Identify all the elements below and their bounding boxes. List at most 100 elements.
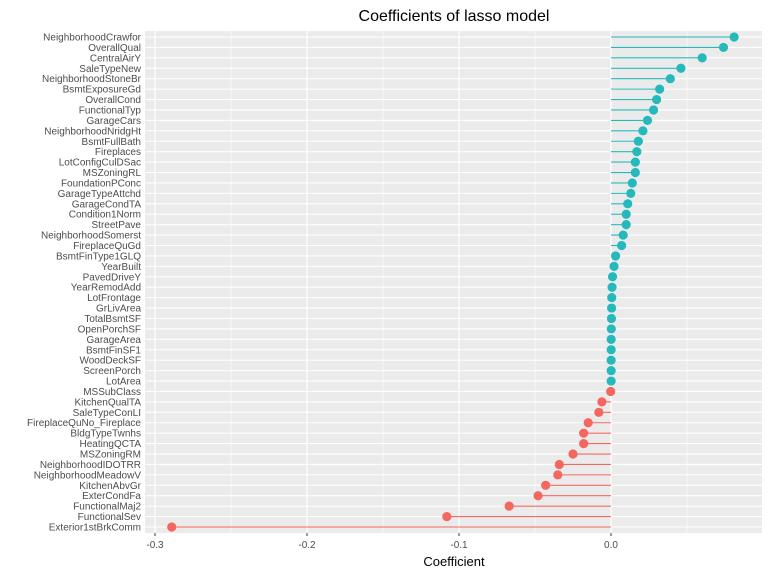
y-tick-label: MSZoningRM bbox=[80, 450, 141, 461]
y-tick-label: OpenPorchSF bbox=[78, 324, 141, 335]
y-tick-label: FunctionalSev bbox=[78, 512, 141, 523]
point-MSZoningRM bbox=[568, 449, 578, 459]
y-tick-label: FunctionalMaj2 bbox=[73, 502, 141, 513]
x-tick-label: 0.0 bbox=[604, 540, 618, 551]
y-tick-label: ExterCondFa bbox=[82, 491, 141, 502]
y-tick-label: OverallQual bbox=[88, 43, 141, 54]
x-tick-label: -0.2 bbox=[298, 540, 316, 551]
y-tick-label: HeatingQCTA bbox=[79, 439, 141, 450]
point-HeatingQCTA bbox=[579, 438, 589, 449]
point-OverallQual bbox=[718, 42, 729, 53]
point-NeighborhoodCrawfor bbox=[729, 32, 739, 42]
point-OpenPorchSF bbox=[606, 324, 616, 334]
x-axis-labels: -0.3 -0.2 -0.1 0.0 bbox=[146, 533, 618, 551]
point-WoodDeckSF bbox=[606, 355, 616, 365]
point-LotArea bbox=[606, 376, 616, 386]
y-tick-label: Condition1Norm bbox=[69, 210, 141, 221]
y-tick-label: SaleTypeConLI bbox=[73, 408, 141, 419]
point-BsmtFinSF1 bbox=[606, 345, 616, 355]
y-tick-label: NeighborhoodCrawfor bbox=[43, 33, 142, 44]
y-tick-label: LotFrontage bbox=[87, 293, 141, 304]
y-tick-label: YearRemodAdd bbox=[71, 283, 141, 294]
point-TotalBsmtSF bbox=[606, 313, 617, 324]
lollipop-points bbox=[167, 32, 739, 532]
point-NeighborhoodStoneBr bbox=[665, 74, 675, 84]
y-tick-label: BsmtFinSF1 bbox=[86, 345, 141, 356]
y-tick-label: StreetPave bbox=[92, 220, 142, 231]
y-tick-label: GarageCondTA bbox=[72, 199, 142, 210]
y-tick-label: NeighborhoodNridgHt bbox=[44, 126, 141, 137]
y-tick-label: NeighborhoodStoneBr bbox=[42, 74, 142, 85]
y-tick-label: BsmtFinType1GLQ bbox=[56, 251, 141, 262]
y-tick-label: LotArea bbox=[106, 377, 141, 388]
y-tick-label: NeighborhoodIDOTRR bbox=[40, 460, 141, 471]
point-FunctionalMaj2 bbox=[504, 501, 514, 511]
y-tick-label: KitchenQualTA bbox=[74, 397, 141, 408]
point-GrLivArea bbox=[607, 303, 617, 313]
point-BsmtFullBath bbox=[633, 136, 643, 146]
point-MSSubClass bbox=[606, 386, 616, 397]
point-BsmtExposureGd bbox=[655, 84, 665, 94]
point-BldgTypeTwnhs bbox=[579, 428, 589, 438]
point-GarageArea bbox=[606, 334, 616, 344]
point-Condition1Norm bbox=[621, 209, 631, 219]
point-GarageTypeAttchd bbox=[626, 188, 636, 198]
y-tick-label: PavedDriveY bbox=[83, 272, 142, 283]
y-tick-label: MSZoningRL bbox=[83, 168, 142, 179]
point-Exterior1stBrkComm bbox=[167, 522, 177, 532]
y-tick-label: SaleTypeNew bbox=[79, 64, 141, 75]
y-tick-label: NeighborhoodMeadowV bbox=[34, 470, 142, 481]
point-PavedDriveY bbox=[607, 272, 618, 282]
y-tick-label: OverallCond bbox=[85, 95, 141, 106]
point-FireplaceQuNo_Fireplace bbox=[583, 418, 593, 428]
point-CentralAirY bbox=[697, 53, 707, 63]
y-axis-labels: NeighborhoodCrawforOverallQualCentralAir… bbox=[27, 33, 142, 534]
y-tick-label: NeighborhoodSomerst bbox=[41, 231, 141, 242]
x-tick-label: -0.3 bbox=[146, 540, 164, 551]
point-LotConfigCulDSac bbox=[630, 157, 640, 167]
y-tick-label: GrLivArea bbox=[96, 304, 141, 315]
point-FireplaceQuGd bbox=[617, 240, 627, 251]
y-tick-label: GarageArea bbox=[87, 335, 142, 346]
point-ScreenPorch bbox=[606, 366, 616, 376]
y-tick-label: TotalBsmtSF bbox=[84, 314, 141, 325]
y-tick-label: BsmtFullBath bbox=[82, 137, 141, 148]
point-OverallCond bbox=[652, 94, 662, 105]
y-tick-label: CentralAirY bbox=[90, 53, 141, 64]
point-Fireplaces bbox=[632, 147, 642, 157]
point-FunctionalTyp bbox=[648, 105, 659, 115]
y-tick-label: FunctionalTyp bbox=[79, 105, 142, 116]
point-StreetPave bbox=[621, 220, 631, 230]
y-tick-label: Fireplaces bbox=[95, 147, 141, 158]
point-LotFrontage bbox=[607, 293, 617, 303]
point-BsmtFinType1GLQ bbox=[610, 251, 621, 261]
chart-title: Coefficients of lasso model bbox=[359, 8, 550, 25]
point-FoundationPConc bbox=[627, 178, 637, 188]
y-tick-label: BldgTypeTwnhs bbox=[70, 429, 141, 440]
point-YearBuilt bbox=[609, 261, 619, 271]
y-tick-label: LotConfigCulDSac bbox=[59, 158, 141, 169]
point-KitchenAbvGr bbox=[541, 480, 551, 490]
point-FunctionalSev bbox=[442, 511, 452, 522]
y-tick-label: FireplaceQuNo_Fireplace bbox=[27, 418, 141, 429]
y-tick-label: Exterior1stBrkComm bbox=[49, 523, 141, 534]
point-KitchenQualTA bbox=[597, 397, 607, 407]
y-tick-label: ScreenPorch bbox=[83, 366, 141, 377]
point-NeighborhoodIDOTRR bbox=[554, 459, 564, 470]
y-tick-label: GarageCars bbox=[87, 116, 141, 127]
point-SaleTypeConLI bbox=[594, 407, 604, 417]
point-ExterCondFa bbox=[533, 491, 543, 501]
y-tick-label: GarageTypeAttchd bbox=[58, 189, 141, 200]
y-tick-label: WoodDeckSF bbox=[79, 356, 141, 367]
point-NeighborhoodMeadowV bbox=[553, 470, 563, 480]
point-SaleTypeNew bbox=[676, 63, 686, 73]
point-GarageCars bbox=[642, 115, 653, 126]
y-tick-label: MSSubClass bbox=[83, 387, 141, 398]
point-MSZoningRL bbox=[630, 167, 640, 178]
point-NeighborhoodSomerst bbox=[618, 230, 628, 240]
y-tick-label: YearBuilt bbox=[101, 262, 141, 273]
plot-panel bbox=[145, 31, 762, 533]
y-tick-label: KitchenAbvGr bbox=[79, 481, 141, 492]
point-NeighborhoodNridgHt bbox=[638, 126, 648, 136]
